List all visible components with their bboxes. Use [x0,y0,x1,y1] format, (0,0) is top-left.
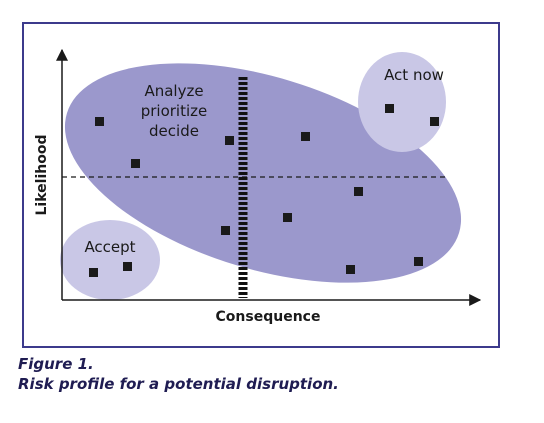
risk-marker [301,132,310,141]
caption-description: Risk profile for a potential disruption. [18,375,339,393]
risk-marker [95,117,104,126]
y-axis-label: Likelihood [34,135,50,216]
risk-marker [221,226,230,235]
risk-marker [225,136,234,145]
figure-caption: Figure 1. Risk profile for a potential d… [18,354,528,394]
risk-marker [354,187,363,196]
accept-region-ellipse [60,220,160,300]
analyze-label-line-1: Analyze [144,82,203,100]
risk-marker [346,265,355,274]
risk-marker [430,117,439,126]
risk-markers [89,104,439,277]
analyze-label-line-2: prioritize [141,102,208,120]
risk-marker [89,268,98,277]
risk-marker [414,257,423,266]
risk-marker [385,104,394,113]
risk-marker [123,262,132,271]
act-now-region-ellipse [358,52,446,152]
risk-marker [283,213,292,222]
caption-figure-number: Figure 1. [18,355,94,373]
accept-label: Accept [84,238,135,256]
x-axis-label: Consequence [216,309,321,325]
analyze-label-line-3: decide [149,122,199,140]
act-now-label: Act now [384,66,444,84]
risk-marker [131,159,140,168]
